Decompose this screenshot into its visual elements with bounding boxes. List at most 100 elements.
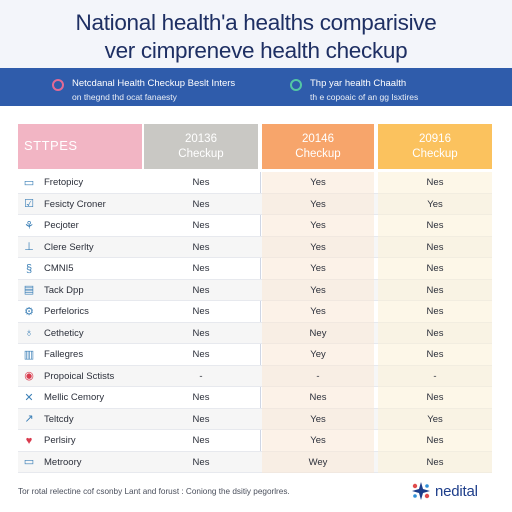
row-type-label: Perfelorics xyxy=(44,306,89,318)
stethoscope-icon: ♁ xyxy=(24,327,34,340)
table-row: ♁ Cetheticy Nes Ney Nes xyxy=(18,322,492,345)
cell-checkup-1: Nes xyxy=(192,327,210,339)
header-banner: National health'a healths comparisive ve… xyxy=(0,0,512,106)
table-row: ▤ Tack Dpp Nes Yes Nes xyxy=(18,279,492,301)
cell-checkup-3: Nes xyxy=(378,215,492,237)
row-type-label: Metroory xyxy=(44,456,82,468)
table-row: ↗ Teltcdy Nes Yes Yes xyxy=(18,408,492,431)
cell-checkup-3: Nes xyxy=(378,301,492,323)
cell-checkup-1: Nes xyxy=(192,456,210,468)
row-type: ⊥ Clere Serlty xyxy=(18,237,142,259)
footer-note: Tor rotal relectine cof csonby Lant and … xyxy=(18,487,290,496)
column-2-label: Checkup xyxy=(295,147,341,160)
arrow-icon: ↗ xyxy=(24,413,34,426)
row-type: ⚙ Perfelorics xyxy=(18,301,142,323)
cell-checkup-1: Nes xyxy=(192,241,210,253)
row-type: ✕ Mellic Cemory xyxy=(18,387,142,409)
header-types-label: STTPES xyxy=(24,138,78,154)
info-right-line-2: th e copoaic of an gg Isxtires xyxy=(310,92,419,102)
row-type-label: Pecjoter xyxy=(44,220,79,232)
row-type: ▥ Fallegres xyxy=(18,344,142,366)
cell-checkup-2: Yes xyxy=(262,408,374,430)
row-type-label: Cetheticy xyxy=(44,327,84,339)
column-1-year: 20136 xyxy=(185,133,217,146)
cell-checkup-2: Ney xyxy=(262,322,374,344)
cell-checkup-3: Nes xyxy=(378,279,492,301)
row-type: ⚘ Pecjoter xyxy=(18,215,142,237)
cell-checkup-2: Yes xyxy=(262,430,374,452)
header-column-1: 20136 Checkup xyxy=(144,124,258,169)
page-title-line-1: National health'a healths comparisive xyxy=(75,10,437,35)
row-type-label: Mellic Cemory xyxy=(44,392,105,404)
header-column-2: 20146 Checkup xyxy=(262,124,374,169)
row-type-label: Clere Serlty xyxy=(44,241,94,253)
table-row: ◉ Propoical Sctists - - - xyxy=(18,365,492,387)
info-left-line-1: Netcdanal Health Checkup Beslt Inters xyxy=(72,78,236,89)
row-type: ♁ Cetheticy xyxy=(18,323,142,345)
cell-checkup-3: - xyxy=(378,365,492,387)
table-header: STTPES 20136 Checkup 20146 Checkup 20916… xyxy=(18,124,492,169)
row-type-label: Fretopicy xyxy=(44,177,84,189)
monitor-icon: ▭ xyxy=(23,176,35,189)
page-title-line-2: ver cimpreneve health checkup xyxy=(104,38,408,63)
cell-checkup-2: - xyxy=(262,365,374,387)
cell-checkup-1: - xyxy=(199,370,203,382)
cell-checkup-3: Nes xyxy=(378,430,492,452)
row-type-label: Teltcdy xyxy=(44,413,74,425)
sprout-icon: ⚘ xyxy=(24,219,34,232)
monitor-icon: ▭ xyxy=(23,456,35,469)
row-type: ▭ Fretopicy xyxy=(18,172,142,194)
cell-checkup-2: Yes xyxy=(262,193,374,215)
cell-checkup-1: Nes xyxy=(192,220,210,232)
cell-checkup-1: Nes xyxy=(192,413,210,425)
cell-checkup-3: Yes xyxy=(378,408,492,430)
comparison-table: STTPES 20136 Checkup 20146 Checkup 20916… xyxy=(18,124,492,473)
row-type: ↗ Teltcdy xyxy=(18,409,142,431)
table-row: ♥ Perlsiry Nes Yes Nes xyxy=(18,430,492,452)
dna-icon: § xyxy=(25,262,33,275)
cell-checkup-3: Nes xyxy=(378,451,492,473)
brand-name: nedital xyxy=(435,482,478,500)
table-row: ▭ Metroory Nes Wey Nes xyxy=(18,451,492,474)
cell-checkup-2: Nes xyxy=(262,387,374,409)
badge-icon: ◉ xyxy=(24,370,34,383)
row-type-label: Fesicty Croner xyxy=(44,198,106,210)
info-left-line-2: on thegnd thd ocat fanaesty xyxy=(72,92,177,102)
cell-checkup-3: Nes xyxy=(378,258,492,280)
cell-checkup-3: Nes xyxy=(378,172,492,194)
title-panel: National health'a healths comparisive ve… xyxy=(0,0,512,68)
cell-checkup-2: Wey xyxy=(262,451,374,473)
cell-checkup-3: Nes xyxy=(378,236,492,258)
chart-icon: ▥ xyxy=(23,348,35,361)
cell-checkup-1: Nes xyxy=(192,435,210,447)
cell-checkup-1: Nes xyxy=(192,284,210,296)
pedestal-icon: ⊥ xyxy=(24,241,34,254)
cell-checkup-3: Nes xyxy=(378,344,492,366)
cell-checkup-2: Yes xyxy=(262,258,374,280)
table-body: ▭ Fretopicy Nes Yes Nes ☑ Fesicty Croner Nes Yes… xyxy=(18,172,492,473)
row-type: ☑ Fesicty Croner xyxy=(18,194,142,216)
row-type-label: Propoical Sctists xyxy=(44,370,115,382)
table-row: ⚘ Pecjoter Nes Yes Nes xyxy=(18,215,492,237)
row-type: ▭ Metroory xyxy=(18,452,142,474)
cell-checkup-2: Yes xyxy=(262,301,374,323)
info-right-line-1: Thp yar health Chaalth xyxy=(310,78,407,89)
row-type-label: Perlsiry xyxy=(44,435,76,447)
column-3-year: 20916 xyxy=(419,133,451,146)
row-type-label: CMNI5 xyxy=(44,263,74,275)
cell-checkup-1: Nes xyxy=(192,306,210,318)
cell-checkup-2: Yey xyxy=(262,344,374,366)
cell-checkup-1: Nes xyxy=(192,349,210,361)
row-type-label: Fallegres xyxy=(44,349,84,361)
cell-checkup-1: Nes xyxy=(192,392,210,404)
table-row: ☑ Fesicty Croner Nes Yes Yes xyxy=(18,193,492,216)
row-type-label: Tack Dpp xyxy=(44,284,84,296)
heart-icon: ♥ xyxy=(25,434,33,447)
circle-icon xyxy=(52,79,64,91)
cell-checkup-2: Yes xyxy=(262,215,374,237)
cell-checkup-1: Nes xyxy=(192,263,210,275)
table-row: ▭ Fretopicy Nes Yes Nes xyxy=(18,172,492,194)
header-types: STTPES xyxy=(18,124,142,169)
table-row: § CMNI5 Nes Yes Nes xyxy=(18,258,492,280)
brand-logo: nedital xyxy=(410,480,478,502)
